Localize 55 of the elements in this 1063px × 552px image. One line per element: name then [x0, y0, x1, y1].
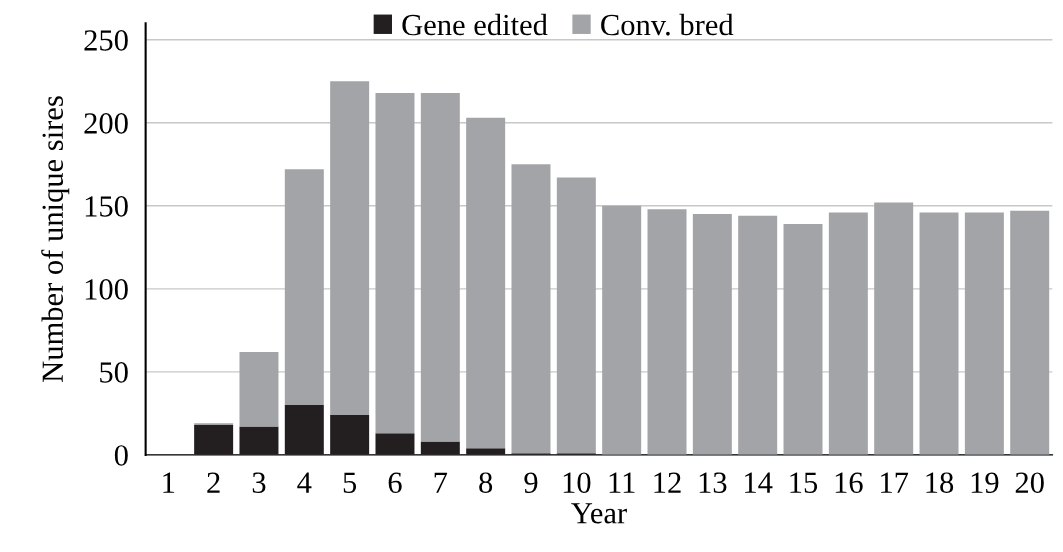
bar	[239, 351, 279, 427]
bar	[375, 92, 415, 434]
x-tick-label: 19	[971, 472, 999, 494]
bar	[964, 212, 1004, 455]
bar	[647, 209, 687, 455]
x-tick-label: 12	[654, 472, 681, 493]
x-axis-title: Year	[571, 503, 627, 524]
x-tick-label: 17	[881, 472, 909, 493]
x-tick-label: 3	[252, 472, 266, 494]
x-tick-label: 2	[207, 472, 220, 493]
bar	[1010, 210, 1050, 455]
x-tick-label: 18	[926, 472, 954, 494]
y-tick-label: 0	[114, 445, 128, 466]
x-tick-label: 11	[609, 472, 635, 493]
x-tick-label: 15	[790, 472, 818, 494]
bar	[284, 169, 324, 406]
y-tick-label: 200	[84, 113, 128, 134]
bar	[783, 224, 823, 455]
x-tick-label: 7	[434, 472, 448, 493]
y-tick-label: 50	[100, 362, 128, 383]
bar	[919, 212, 959, 455]
x-tick-label: 13	[699, 472, 727, 494]
y-tick-label: 150	[85, 196, 128, 217]
x-tick-label: 9	[524, 472, 538, 494]
bar	[420, 92, 460, 442]
bar	[874, 202, 914, 455]
bar	[194, 424, 234, 455]
bar	[556, 177, 596, 454]
bar	[420, 441, 460, 455]
x-tick-label: 10	[563, 472, 591, 494]
y-tick-label: 100	[85, 279, 128, 300]
x-tick-label: 5	[343, 472, 357, 494]
bar	[602, 205, 642, 455]
x-tick-label: 20	[1015, 472, 1044, 494]
bar	[828, 212, 868, 455]
x-tick-label: 1	[163, 472, 175, 493]
bar	[375, 433, 415, 455]
x-tick-label: 16	[835, 472, 863, 494]
bar	[466, 448, 506, 455]
x-tick-label: 8	[479, 472, 493, 494]
legend-label: Gene edited	[402, 13, 548, 36]
bar	[466, 117, 506, 449]
y-tick-label: 250	[84, 30, 128, 51]
bar	[330, 81, 370, 415]
x-tick-label: 6	[388, 472, 402, 494]
bar	[330, 415, 370, 455]
x-tick-label: 14	[745, 472, 773, 493]
y-axis-title: Number of unique sires	[41, 96, 70, 382]
bar	[284, 405, 324, 455]
bar	[692, 214, 732, 455]
x-tick-label: 4	[297, 472, 312, 493]
bar	[239, 426, 279, 455]
bar	[511, 164, 551, 454]
legend-label: Conv. bred	[601, 13, 734, 36]
bar	[738, 215, 778, 455]
